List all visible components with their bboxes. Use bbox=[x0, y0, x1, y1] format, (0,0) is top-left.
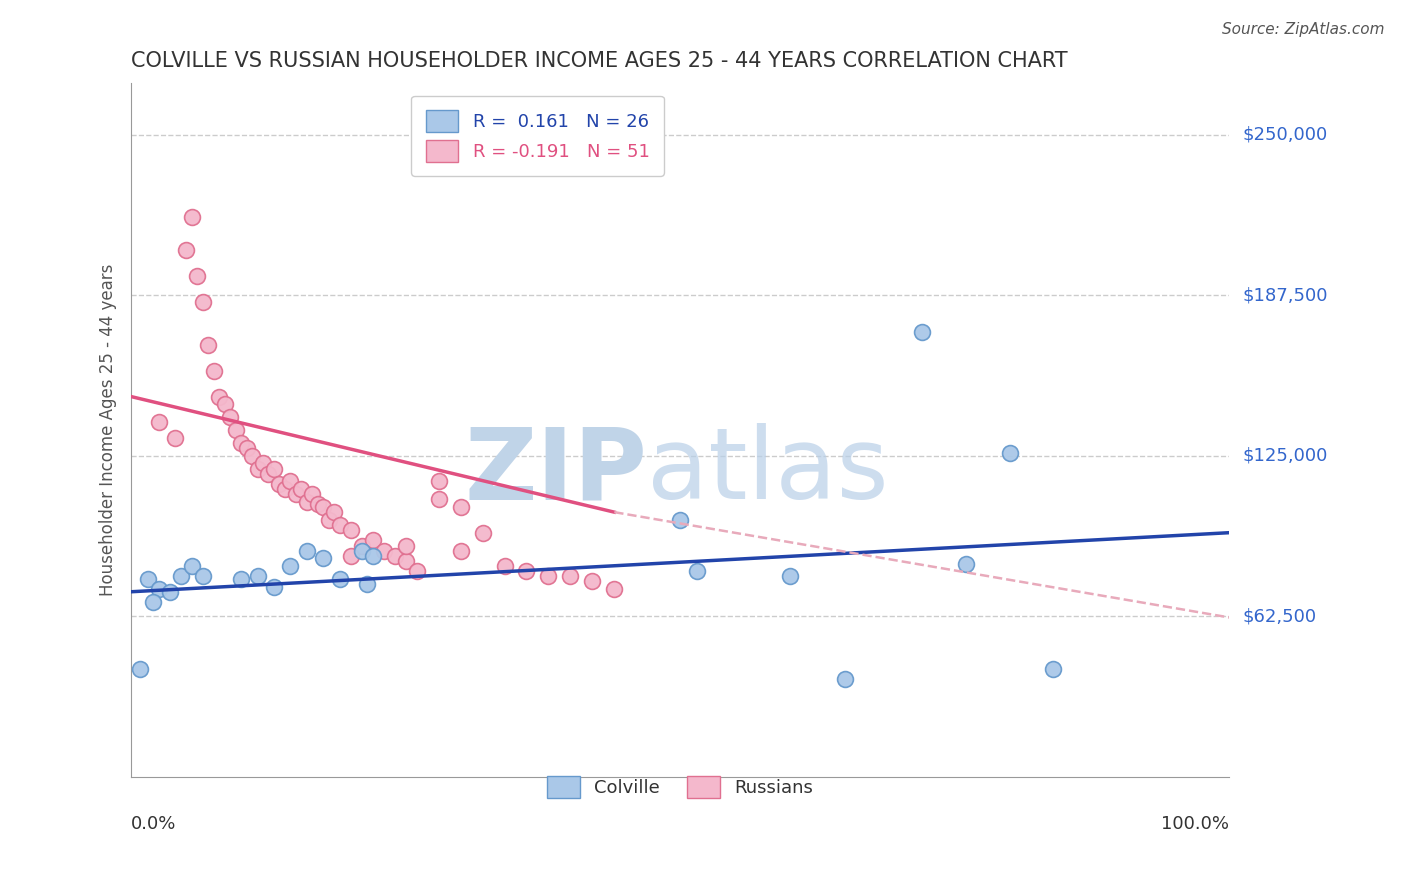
Point bbox=[240, 449, 263, 463]
Point bbox=[356, 577, 378, 591]
Point bbox=[450, 543, 472, 558]
Text: $250,000: $250,000 bbox=[1243, 126, 1327, 144]
Point bbox=[515, 564, 537, 578]
Point bbox=[329, 518, 352, 533]
Point bbox=[395, 539, 418, 553]
Point bbox=[252, 456, 274, 470]
Point bbox=[229, 435, 252, 450]
Point bbox=[295, 543, 318, 558]
Point bbox=[280, 475, 302, 489]
Point bbox=[263, 580, 285, 594]
Text: $125,000: $125,000 bbox=[1243, 447, 1327, 465]
Point bbox=[955, 557, 977, 571]
Point bbox=[263, 461, 285, 475]
Point bbox=[225, 423, 247, 437]
Point bbox=[159, 584, 181, 599]
Point bbox=[208, 390, 231, 404]
Point bbox=[1042, 662, 1064, 676]
Point bbox=[350, 543, 373, 558]
Legend: Colville, Russians: Colville, Russians bbox=[533, 762, 828, 813]
Point bbox=[235, 441, 257, 455]
Point bbox=[274, 482, 297, 496]
Point bbox=[269, 476, 291, 491]
Point bbox=[290, 482, 312, 496]
Point bbox=[373, 543, 395, 558]
Point bbox=[427, 492, 450, 507]
Point bbox=[340, 549, 363, 563]
Point bbox=[384, 549, 406, 563]
Point bbox=[537, 569, 560, 583]
Text: $62,500: $62,500 bbox=[1243, 607, 1316, 625]
Point bbox=[312, 551, 335, 566]
Point bbox=[169, 569, 191, 583]
Point bbox=[340, 523, 363, 537]
Point bbox=[329, 572, 352, 586]
Point bbox=[450, 500, 472, 514]
Point bbox=[246, 569, 269, 583]
Point bbox=[229, 572, 252, 586]
Point bbox=[312, 500, 335, 514]
Point bbox=[246, 461, 269, 475]
Point bbox=[395, 554, 418, 568]
Point bbox=[148, 415, 170, 429]
Point bbox=[471, 525, 494, 540]
Text: Source: ZipAtlas.com: Source: ZipAtlas.com bbox=[1222, 22, 1385, 37]
Text: 0.0%: 0.0% bbox=[131, 814, 177, 833]
Point bbox=[307, 498, 329, 512]
Point bbox=[202, 364, 225, 378]
Point bbox=[191, 294, 214, 309]
Point bbox=[174, 244, 197, 258]
Point bbox=[998, 446, 1021, 460]
Point bbox=[669, 513, 692, 527]
Point bbox=[191, 569, 214, 583]
Point bbox=[165, 431, 187, 445]
Text: 100.0%: 100.0% bbox=[1161, 814, 1229, 833]
Point bbox=[911, 326, 934, 340]
Point bbox=[405, 564, 427, 578]
Point bbox=[219, 410, 242, 425]
Point bbox=[301, 487, 323, 501]
Text: COLVILLE VS RUSSIAN HOUSEHOLDER INCOME AGES 25 - 44 YEARS CORRELATION CHART: COLVILLE VS RUSSIAN HOUSEHOLDER INCOME A… bbox=[131, 51, 1069, 70]
Point bbox=[560, 569, 582, 583]
Point bbox=[295, 495, 318, 509]
Point bbox=[197, 338, 219, 352]
Point bbox=[180, 559, 202, 574]
Point bbox=[214, 397, 236, 411]
Point bbox=[284, 487, 307, 501]
Point bbox=[581, 574, 603, 589]
Point bbox=[136, 572, 159, 586]
Point bbox=[148, 582, 170, 597]
Point bbox=[323, 505, 346, 519]
Point bbox=[186, 268, 208, 283]
Point bbox=[142, 595, 165, 609]
Point bbox=[779, 569, 801, 583]
Point bbox=[603, 582, 626, 597]
Text: $187,500: $187,500 bbox=[1243, 286, 1327, 304]
Point bbox=[494, 559, 516, 574]
Y-axis label: Householder Income Ages 25 - 44 years: Householder Income Ages 25 - 44 years bbox=[100, 264, 117, 596]
Point bbox=[427, 475, 450, 489]
Point bbox=[685, 564, 707, 578]
Text: ZIP: ZIP bbox=[464, 423, 647, 520]
Point bbox=[361, 549, 384, 563]
Text: atlas: atlas bbox=[647, 423, 889, 520]
Point bbox=[257, 467, 280, 481]
Point bbox=[834, 672, 856, 686]
Point bbox=[350, 539, 373, 553]
Point bbox=[361, 533, 384, 548]
Point bbox=[180, 210, 202, 224]
Point bbox=[280, 559, 302, 574]
Point bbox=[129, 662, 152, 676]
Point bbox=[318, 513, 340, 527]
